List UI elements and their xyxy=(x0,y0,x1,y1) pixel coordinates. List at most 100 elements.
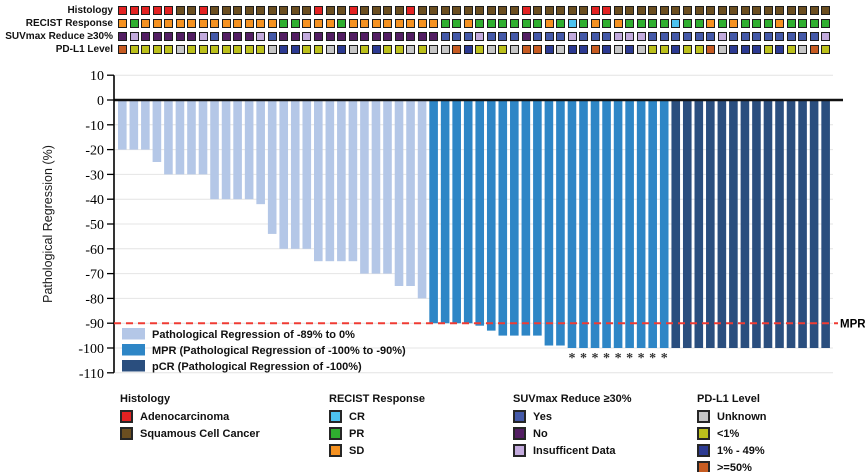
annotation-cell xyxy=(556,32,566,41)
annotation-cell xyxy=(694,6,704,15)
annotation-cell xyxy=(694,32,704,41)
bar xyxy=(221,100,231,200)
annotation-cell xyxy=(141,32,151,41)
annotation-cell xyxy=(821,19,831,28)
annotation-cell xyxy=(325,32,335,41)
annotation-cell xyxy=(533,32,543,41)
annotation-cell xyxy=(717,19,727,28)
bar xyxy=(175,100,185,175)
annotation-cell xyxy=(809,32,819,41)
annotation-cell xyxy=(463,32,473,41)
bar xyxy=(337,100,346,262)
bar xyxy=(290,100,300,249)
annotation-cell xyxy=(233,45,243,54)
bar xyxy=(279,100,289,249)
annotation-cell xyxy=(510,45,520,54)
annotation-cell xyxy=(613,19,623,28)
legend-swatch xyxy=(513,410,526,423)
annotation-cell xyxy=(729,6,739,15)
bar xyxy=(360,100,369,274)
annotation-cell xyxy=(440,45,450,54)
annotation-cell xyxy=(221,32,231,41)
asterisk-mark: * xyxy=(661,351,668,366)
annotation-cell xyxy=(406,45,416,54)
annotation-cell xyxy=(164,19,174,28)
asterisk-mark: * xyxy=(615,351,622,366)
bar xyxy=(475,100,485,326)
annotation-cell xyxy=(417,45,427,54)
legend-group-suvmax: SUVmax Reduce ≥30% Yes No Insufficent Data xyxy=(513,393,632,461)
annotation-cell xyxy=(498,45,508,54)
y-tick-label: -10 xyxy=(85,119,104,134)
annotation-cell xyxy=(244,32,254,41)
bar xyxy=(729,100,738,348)
legend-item-label: PR xyxy=(349,427,365,440)
annotation-cell xyxy=(590,32,600,41)
annotation-cell xyxy=(314,32,323,41)
annotation-cell xyxy=(798,19,808,28)
y-tick-label: -90 xyxy=(85,317,104,332)
annotation-cell xyxy=(486,6,496,15)
annotation-cell xyxy=(118,32,127,41)
bar xyxy=(671,100,681,348)
legend-item: Unknown xyxy=(697,410,767,423)
annotation-cell xyxy=(694,19,704,28)
bar xyxy=(625,100,634,348)
y-tick-label: -80 xyxy=(85,292,104,307)
annotation-cell xyxy=(198,19,208,28)
bar xyxy=(613,100,623,348)
annotation-cell xyxy=(348,32,358,41)
annotation-cell xyxy=(475,32,485,41)
annotation-cell xyxy=(682,6,692,15)
bar xyxy=(141,100,150,150)
annotation-cell xyxy=(602,45,612,54)
annotation-cell xyxy=(625,19,635,28)
annotation-cell xyxy=(636,6,646,15)
annotation-cell xyxy=(763,32,773,41)
legend-item: 1% - 49% xyxy=(697,444,767,457)
annotation-cell xyxy=(740,6,750,15)
annotation-cell xyxy=(210,6,220,15)
annotation-cell xyxy=(244,45,254,54)
track-label-pdl1: PD-L1 Level xyxy=(55,44,113,55)
annotation-cell xyxy=(671,32,681,41)
annotation-cell xyxy=(821,6,831,15)
annotation-cell xyxy=(809,45,819,54)
annotation-cell xyxy=(463,45,473,54)
annotation-cell xyxy=(221,19,231,28)
annotation-cell xyxy=(475,19,485,28)
annotation-cell xyxy=(256,32,266,41)
annotation-cell xyxy=(590,6,600,15)
legend-item: No xyxy=(513,427,632,440)
annotation-cell xyxy=(521,19,531,28)
annotation-cell xyxy=(256,6,266,15)
annotation-cell xyxy=(118,45,127,54)
bar xyxy=(452,100,461,324)
annotation-cell xyxy=(556,45,566,54)
annotation-cell xyxy=(383,32,393,41)
bar xyxy=(636,100,646,348)
asterisk-mark: * xyxy=(603,351,610,366)
annotation-cell xyxy=(383,19,393,28)
bar xyxy=(590,100,600,348)
legend-item: Adenocarcinoma xyxy=(120,410,260,423)
annotation-cell xyxy=(717,32,727,41)
y-axis-title: Pathological Regression (%) xyxy=(41,145,55,303)
y-tick-label: -100 xyxy=(78,342,104,357)
legend-item: Yes xyxy=(513,410,632,423)
annotation-cell xyxy=(602,6,612,15)
annotation-cell xyxy=(740,19,750,28)
annotation-cell xyxy=(406,19,416,28)
bar xyxy=(648,100,657,348)
annotation-cell xyxy=(498,6,508,15)
annotation-cell xyxy=(775,6,785,15)
bar xyxy=(164,100,173,175)
bar xyxy=(740,100,750,348)
annotation-cell xyxy=(752,32,762,41)
annotation-cell xyxy=(567,19,577,28)
bar xyxy=(486,100,496,331)
legend-item-label: Squamous Cell Cancer xyxy=(140,427,260,440)
series-legend-label: MPR (Pathological Regression of -100% to… xyxy=(152,345,406,357)
annotation-cell xyxy=(360,19,370,28)
annotation-cell xyxy=(659,6,669,15)
